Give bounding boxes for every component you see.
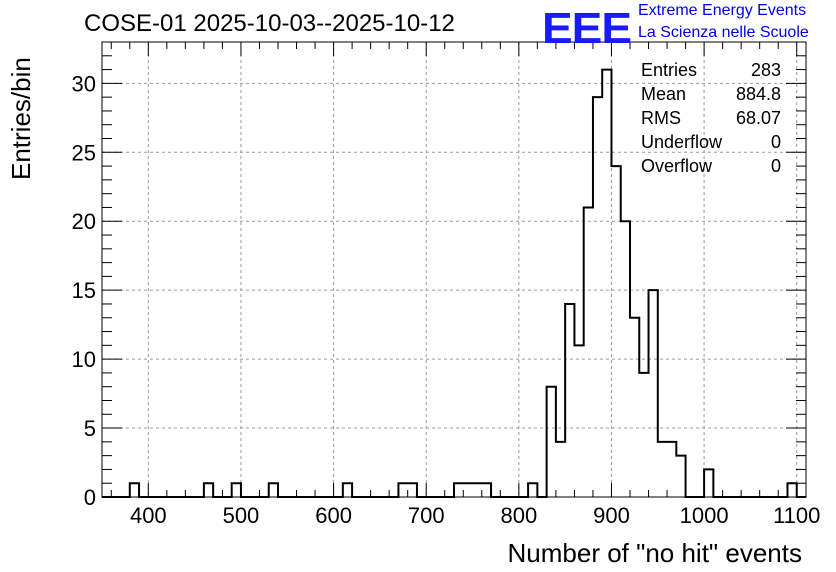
y-tick-label: 30 [72,71,96,96]
y-tick-label: 15 [72,278,96,303]
histogram-bin [593,97,602,497]
y-tick-label: 25 [72,140,96,165]
histogram-bin [473,483,482,497]
axis-ticks [102,42,806,498]
histogram-bin [676,456,685,497]
chart-title: COSE-01 2025-10-03--2025-10-12 [84,10,455,37]
y-tick-label: 0 [84,485,96,510]
histogram-bin [584,207,593,497]
stat-row-underflow: Underflow 0 [641,130,781,154]
logo-text-line-1: Extreme Energy Events [638,2,807,19]
stat-row-mean: Mean 884.8 [641,82,781,106]
stat-value: 68.07 [735,108,781,128]
histogram-bin [408,483,417,497]
x-tick-label: 1100 [773,503,820,528]
x-tick-label: 1000 [680,503,729,528]
histogram-bin [611,166,620,497]
histogram-bin [667,442,676,497]
eee-logo: EEE [542,2,632,53]
histogram-bin [547,387,556,497]
x-tick-label: 400 [130,503,167,528]
stat-value: 0 [770,156,781,176]
histogram-bin [556,442,565,497]
stat-label: RMS [641,108,681,128]
histogram-bin [574,345,583,497]
histogram-bin [704,469,713,497]
histogram-bin [454,483,463,497]
stat-label: Underflow [641,132,723,152]
stat-row-entries: Entries 283 [641,58,781,82]
y-tick-label: 5 [84,416,96,441]
tick-labels: 400 500 600 700 800 900 1000 1100 0 5 10 15 20 25 30 [72,71,821,528]
stat-row-overflow: Overflow 0 [641,154,781,178]
histogram-bin [528,483,537,497]
histogram-bin [639,373,648,497]
histogram-bin [204,483,213,497]
stat-label: Entries [641,60,698,80]
histogram-bin [269,483,278,497]
histogram-bin [602,70,611,497]
histogram-bin [343,483,352,497]
x-tick-label: 500 [223,503,260,528]
y-axis-label: Entries/bin [6,57,36,180]
histogram-bin [787,483,796,497]
stat-value: 283 [750,60,781,80]
x-tick-label: 700 [408,503,445,528]
y-tick-label: 20 [72,209,96,234]
histogram-bin [398,483,407,497]
stat-value: 0 [770,132,781,152]
stat-row-rms: RMS 68.07 [641,106,781,130]
stats-box: Entries 283 Mean 884.8 RMS 68.07 Underfl… [641,58,781,178]
stat-label: Overflow [641,156,713,176]
plot-frame [101,41,807,498]
x-tick-label: 800 [500,503,537,528]
histogram-bin [630,318,639,497]
x-tick-label: 600 [315,503,352,528]
histogram-bin [463,483,472,497]
histogram-outline [102,68,806,498]
histogram-bin [565,304,574,497]
stat-value: 884.8 [735,84,781,104]
histogram-bin [658,442,667,497]
x-axis-label: Number of "no hit" events [508,538,803,568]
y-tick-label: 10 [72,347,96,372]
stat-label: Mean [641,84,687,104]
histogram-bin [482,483,491,497]
x-tick-label: 900 [593,503,630,528]
logo-text-line-2: La Scienza nelle Scuole [638,24,809,41]
histogram-bin [130,483,139,497]
histogram-bin [649,290,658,497]
grid-lines [102,42,806,497]
histogram-bin [232,483,241,497]
